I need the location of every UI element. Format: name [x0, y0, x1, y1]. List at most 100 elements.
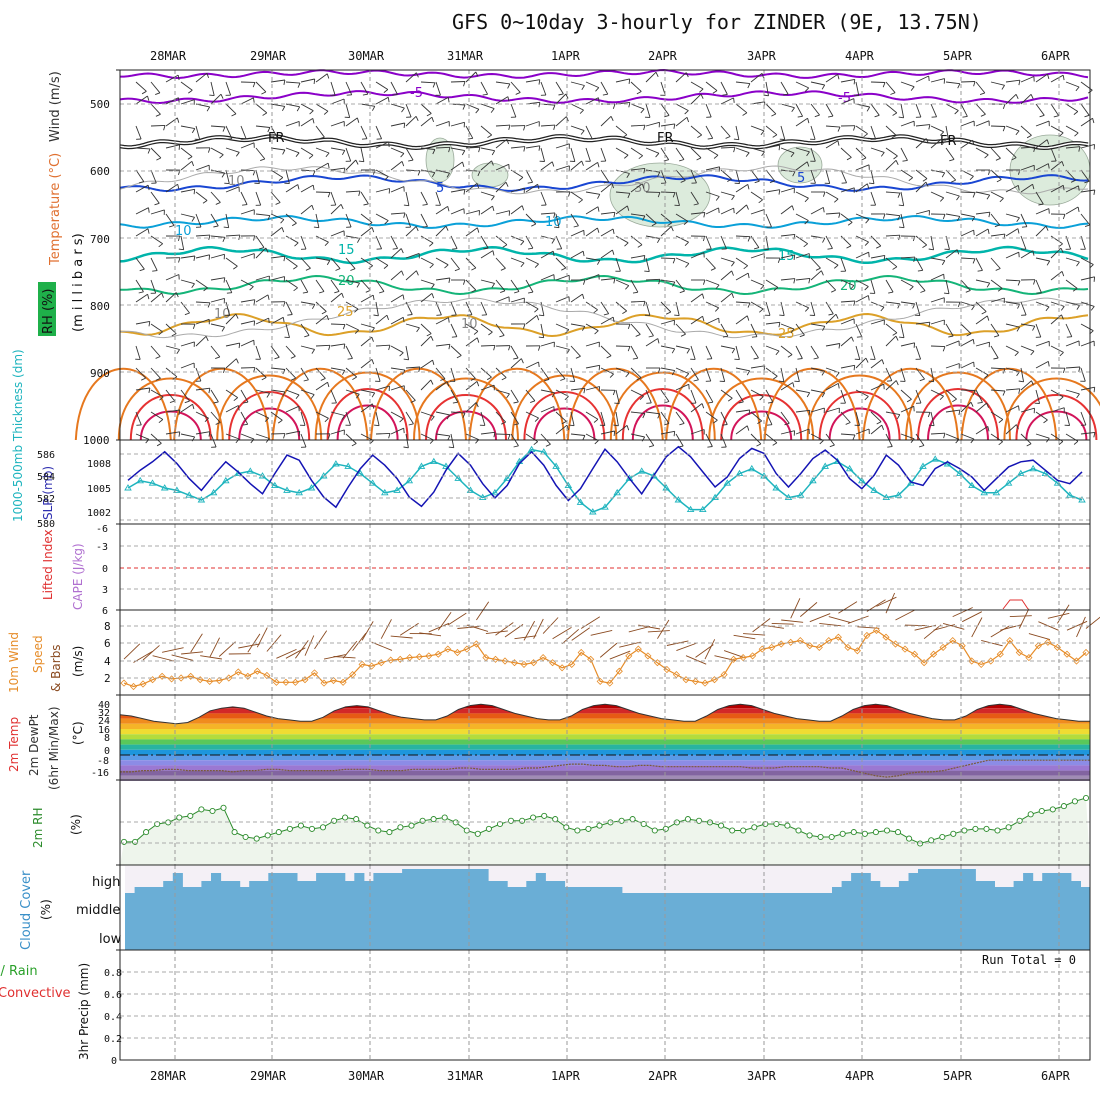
wind-barb-flag [215, 356, 220, 360]
wind-barb [570, 103, 584, 111]
wind-barb [930, 273, 944, 281]
wind-barb [135, 411, 142, 426]
wind-barb-flag [632, 357, 638, 360]
wind-barb [705, 389, 714, 403]
wind10-barb [218, 641, 236, 657]
wind-barb [150, 279, 157, 294]
wind-barb-flag [298, 431, 301, 437]
wind-barb [375, 301, 379, 316]
wind-barb-flag [231, 113, 237, 117]
wind10-marker [853, 647, 861, 655]
wind-barb-flag [657, 192, 661, 198]
wind-barb [405, 115, 417, 127]
panel-frame [119, 439, 1091, 525]
wind-barb [660, 430, 675, 435]
heat-contour [730, 410, 793, 441]
temp-color-band [120, 775, 1090, 781]
wind-barb-flag [1062, 214, 1066, 220]
wind-barb [360, 227, 373, 237]
wind-barb [1080, 323, 1094, 332]
wind-barb-flag [715, 196, 720, 201]
wind-barb [390, 212, 406, 215]
wind-barb-flag [883, 255, 886, 261]
wind-barb [1065, 185, 1079, 193]
cloud-high-bar [335, 873, 346, 893]
wind-barb [1065, 257, 1080, 263]
wind-barb [765, 144, 780, 149]
wind-barb-flag [294, 242, 299, 247]
wind10-axis-labels: 10m Wind Speed & Barbs (m/s) 8 6 4 2 [7, 620, 111, 693]
wind-barb-flag [538, 79, 541, 85]
wind-barb-flag [980, 113, 986, 117]
wind-barb-flag [161, 292, 164, 298]
wind-barb [180, 362, 195, 369]
wind-barb [420, 335, 432, 347]
wind10-marker [139, 680, 147, 688]
wind-barb-flag [1014, 351, 1019, 357]
wind10-marker [129, 682, 138, 691]
heat-contour [1025, 410, 1088, 441]
wind-barb [645, 103, 651, 118]
wind-barb-flag [565, 93, 569, 99]
wind-barb-flag [169, 225, 175, 228]
wind-barb-flag [998, 441, 1003, 446]
wind10-barb [580, 616, 601, 629]
wind-barb [195, 318, 210, 325]
wind-barb [255, 367, 267, 378]
wind10-barb [590, 629, 613, 636]
rh2m-marker [552, 816, 559, 823]
wind-barb [285, 235, 299, 244]
thickness-line-marker [711, 493, 719, 501]
wind-barb-flag [804, 220, 809, 225]
wind-barb-flag [942, 214, 946, 220]
wind10-barb [609, 650, 631, 660]
wind-barb [285, 169, 290, 184]
thickness-line-marker [968, 481, 976, 489]
wind-barb [780, 301, 785, 316]
wind10m-plot [120, 592, 1100, 691]
wind-barb [165, 74, 179, 83]
wind-barb [345, 159, 357, 171]
heat-contour [413, 377, 519, 441]
wind10-barb [361, 621, 374, 641]
wind-barb [405, 72, 417, 83]
wind-barb-flag [1070, 179, 1076, 183]
wind-barb [720, 367, 726, 382]
dewpoint2m-line [120, 759, 1090, 778]
wind-barb [480, 125, 492, 136]
wind-barb-flag [1053, 115, 1059, 118]
wind-barb-flag [657, 367, 661, 373]
wind-barb [765, 103, 777, 115]
cloud-high-bar [191, 887, 202, 893]
cloud-high-bar [927, 869, 938, 893]
wind-barb-flag [746, 315, 750, 321]
wind-barb-flag [973, 361, 975, 368]
wind10-marker [253, 667, 261, 675]
wind-barb [990, 279, 1003, 289]
wind10-marker [615, 667, 623, 675]
wind-barb-flag [488, 331, 493, 336]
wind10-barb [352, 632, 367, 651]
rh2m-marker [441, 814, 448, 821]
wind-barb [405, 270, 417, 281]
wind-barb-flag [147, 294, 150, 300]
wind-barb-flag [462, 412, 466, 418]
wind-barb [570, 293, 583, 303]
wind-barb-flag [297, 82, 301, 88]
wind-barb-flag [1030, 94, 1034, 99]
wind-barb [465, 323, 479, 332]
wind-barb [1050, 125, 1064, 134]
rh2m-marker [342, 814, 349, 821]
rh2m-marker [883, 827, 891, 834]
wind-barb [960, 361, 974, 369]
wind-barb-flag [922, 178, 928, 182]
wind-barb-flag [296, 106, 301, 112]
wind-barb-flag [972, 140, 975, 146]
wind-barb-flag [448, 277, 451, 283]
wind-barb [600, 278, 615, 281]
wind-barb [510, 257, 525, 264]
wind-barb-flag [402, 294, 405, 300]
wind-barb [1050, 247, 1062, 259]
wind10-barb [1018, 608, 1030, 629]
contour-20 [119, 274, 1089, 296]
